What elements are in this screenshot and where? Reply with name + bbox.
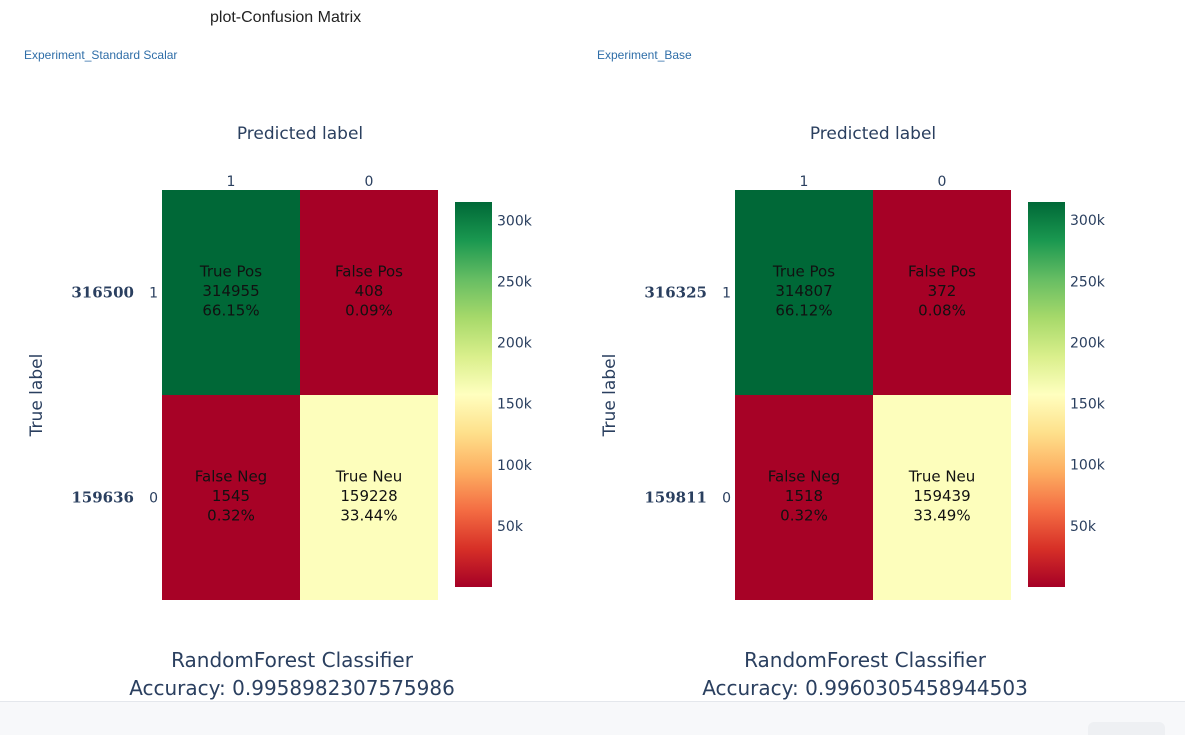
- cell-label: 0.32%: [207, 507, 255, 525]
- x-axis-title: Predicted label: [810, 124, 936, 144]
- x-tick-label: 1: [227, 174, 236, 190]
- x-tick-label: 1: [800, 174, 809, 190]
- classifier-title-line: RandomForest Classifier: [744, 648, 987, 672]
- cell-label: 33.49%: [913, 507, 970, 525]
- colorbar: [455, 202, 492, 587]
- page-title: plot-Confusion Matrix: [210, 9, 362, 26]
- colorbar-tick-label: 200k: [1070, 335, 1106, 351]
- colorbar-tick-label: 50k: [497, 519, 524, 535]
- y-tick-label: 0: [722, 491, 731, 507]
- cell-label: 408: [355, 282, 384, 300]
- cell-label: 159439: [913, 487, 970, 505]
- y-tick-label: 0: [149, 491, 158, 507]
- cell-label: 314955: [202, 282, 259, 300]
- colorbar-tick-label: 250k: [497, 274, 533, 290]
- cell-label: 1545: [212, 487, 250, 505]
- cell-label: False Pos: [908, 263, 976, 281]
- heatmap-cell: [300, 395, 438, 600]
- y-tick-label: 1: [722, 286, 731, 302]
- cell-label: 1518: [785, 487, 823, 505]
- heatmap-cell: [735, 395, 873, 600]
- cell-label: 0.32%: [780, 507, 828, 525]
- cell-label: 66.12%: [775, 302, 832, 320]
- classifier-title-line: Accuracy: 0.9958982307575986: [129, 676, 455, 700]
- cell-label: False Pos: [335, 263, 403, 281]
- footer-bar: [0, 701, 1185, 735]
- colorbar-tick-label: 150k: [1070, 397, 1106, 413]
- colorbar-tick-label: 100k: [497, 458, 533, 474]
- row-total-label: 159811: [644, 489, 707, 507]
- heatmap-cell: [162, 395, 300, 600]
- heatmap-cell: [873, 395, 1011, 600]
- colorbar: [1028, 202, 1065, 587]
- cell-label: True Neu: [908, 468, 976, 486]
- cell-label: 0.08%: [918, 302, 966, 320]
- cell-label: 0.09%: [345, 302, 393, 320]
- colorbar-tick-label: 300k: [1070, 213, 1106, 229]
- x-tick-label: 0: [938, 174, 947, 190]
- colorbar-tick-label: 150k: [497, 397, 533, 413]
- colorbar-tick-label: 250k: [1070, 274, 1106, 290]
- heatmap-cell: [162, 190, 300, 395]
- cell-label: False Neg: [195, 468, 267, 486]
- x-tick-label: 0: [365, 174, 374, 190]
- panel-label-base[interactable]: Experiment_Base: [597, 48, 692, 62]
- y-tick-label: 1: [149, 286, 158, 302]
- colorbar-tick-label: 100k: [1070, 458, 1106, 474]
- y-axis-title: True label: [27, 354, 47, 438]
- heatmap-cell: [300, 190, 438, 395]
- confusion-matrix-chart-standard-scalar: Predicted label 1 0 True label True Pos31495…: [27, 124, 533, 700]
- cell-label: 66.15%: [202, 302, 259, 320]
- heatmap-cell: [873, 190, 1011, 395]
- row-total-label: 316500: [71, 284, 134, 302]
- cell-label: 159228: [340, 487, 397, 505]
- panel-label-standard-scalar[interactable]: Experiment_Standard Scalar: [24, 48, 178, 62]
- row-total-label: 159636: [71, 489, 134, 507]
- cell-label: True Pos: [199, 263, 262, 281]
- classifier-title-line: Accuracy: 0.9960305458944503: [702, 676, 1028, 700]
- cell-label: False Neg: [768, 468, 840, 486]
- classifier-title-line: RandomForest Classifier: [171, 648, 414, 672]
- cell-label: True Pos: [772, 263, 835, 281]
- confusion-matrix-chart-base: Predicted label 1 0 True label True Pos31480…: [600, 124, 1106, 700]
- heatmap-cell: [735, 190, 873, 395]
- x-axis-title: Predicted label: [237, 124, 363, 144]
- y-axis-title: True label: [600, 354, 620, 438]
- row-total-label: 316325: [644, 284, 707, 302]
- colorbar-tick-label: 50k: [1070, 519, 1097, 535]
- cell-label: 33.44%: [340, 507, 397, 525]
- colorbar-tick-label: 200k: [497, 336, 533, 352]
- footer-button[interactable]: [1088, 722, 1165, 735]
- cell-label: 314807: [775, 282, 832, 300]
- cell-label: True Neu: [335, 468, 403, 486]
- cell-label: 372: [928, 282, 957, 300]
- colorbar-tick-label: 300k: [497, 213, 533, 229]
